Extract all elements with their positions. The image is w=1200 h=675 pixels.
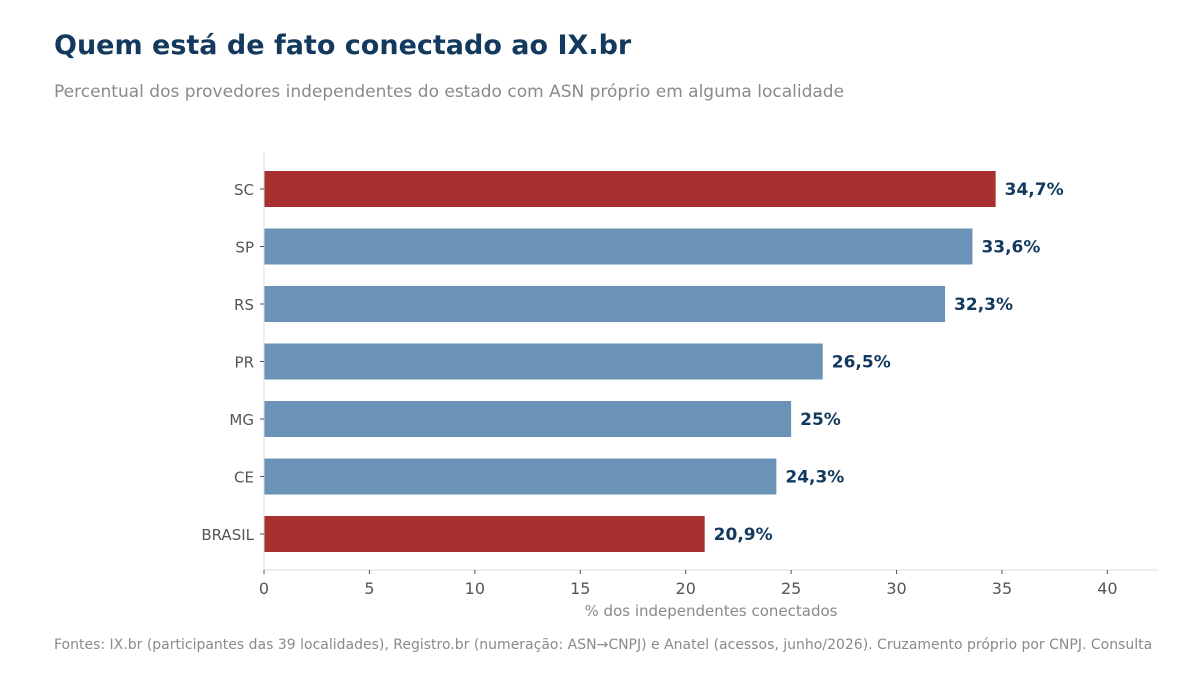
data-label-pr: 26,5% <box>832 353 891 373</box>
chart-subtitle: Percentual dos provedores independentes … <box>54 82 845 102</box>
category-label-sp: SP <box>235 239 254 257</box>
category-label-pr: PR <box>235 354 254 372</box>
category-label-rs: RS <box>234 296 254 314</box>
data-label-sp: 33,6% <box>981 238 1040 258</box>
bar-rs <box>264 286 946 322</box>
bar-brasil <box>264 516 705 552</box>
category-label-mg: MG <box>229 411 254 429</box>
bar-sp <box>264 228 973 265</box>
category-label-sc: SC <box>234 181 254 199</box>
source-footnote: Fontes: IX.br (participantes das 39 loca… <box>54 637 1153 653</box>
category-label-brasil: BRASIL <box>201 526 254 544</box>
bar-sc <box>264 171 996 207</box>
x-axis-title: % dos independentes conectados <box>585 602 838 620</box>
x-tick-label: 15 <box>570 579 590 598</box>
bar-pr <box>264 343 823 380</box>
x-tick-label: 40 <box>1097 579 1117 598</box>
chart-title: Quem está de fato conectado ao IX.br <box>54 30 632 61</box>
x-tick-label: 20 <box>676 579 696 598</box>
x-tick-label: 5 <box>364 579 374 598</box>
bar-mg <box>264 401 792 437</box>
data-label-sc: 34,7% <box>1005 180 1064 200</box>
x-tick-label: 35 <box>992 579 1012 598</box>
x-tick-label: 30 <box>886 579 906 598</box>
data-label-brasil: 20,9% <box>714 525 773 545</box>
bar-ce <box>264 458 777 495</box>
category-label-ce: CE <box>234 469 254 487</box>
x-tick-label: 0 <box>259 579 269 598</box>
data-label-mg: 25% <box>800 410 841 430</box>
data-label-ce: 24,3% <box>785 468 844 488</box>
data-label-rs: 32,3% <box>954 295 1013 315</box>
x-tick-label: 25 <box>781 579 801 598</box>
x-tick-label: 10 <box>465 579 485 598</box>
